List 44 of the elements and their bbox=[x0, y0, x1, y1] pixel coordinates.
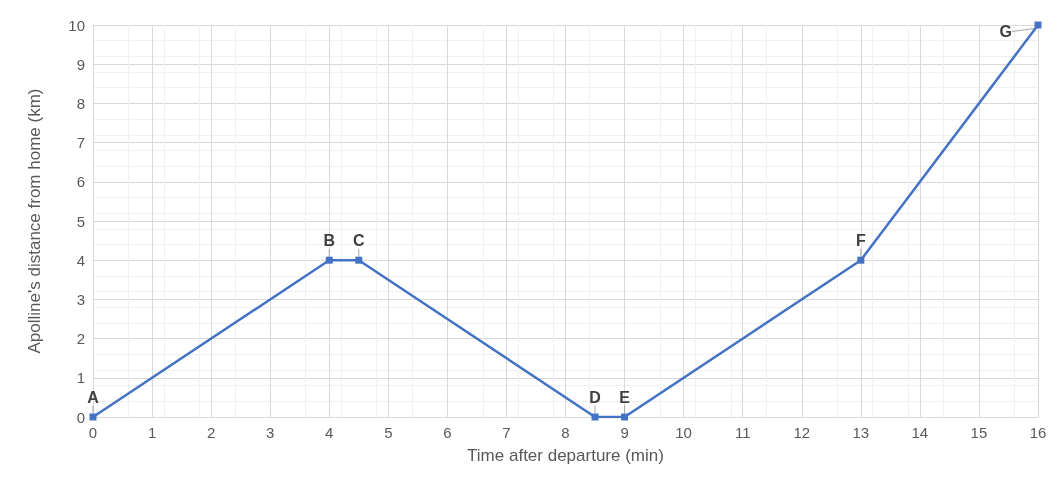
x-tick-label: 0 bbox=[88, 424, 98, 441]
y-tick-label: 8 bbox=[76, 94, 85, 112]
x-tick-label: 2 bbox=[206, 424, 216, 441]
x-tick-label: 11 bbox=[734, 424, 751, 441]
y-tick-label: 10 bbox=[68, 16, 85, 34]
x-tick-label: 14 bbox=[911, 424, 929, 441]
annotation: C bbox=[353, 232, 365, 250]
annotation: G bbox=[999, 23, 1012, 40]
y-tick-label: 6 bbox=[76, 173, 85, 191]
annotation: F bbox=[855, 232, 866, 250]
x-tick-label: 12 bbox=[793, 424, 811, 441]
annotation: B bbox=[323, 232, 336, 250]
x-tick-label: 6 bbox=[443, 424, 452, 441]
y-tick-label: 4 bbox=[76, 251, 85, 269]
point bbox=[857, 256, 865, 264]
annotation: A bbox=[87, 389, 100, 406]
x-tick-label: 9 bbox=[620, 424, 629, 441]
y-tick-label: 2 bbox=[76, 330, 85, 348]
point bbox=[89, 413, 97, 421]
x-axis-title: Time after departure (min) bbox=[467, 446, 664, 465]
point bbox=[1034, 21, 1042, 29]
point bbox=[591, 413, 599, 421]
x-tick-label: 8 bbox=[561, 424, 570, 441]
point bbox=[621, 413, 629, 421]
x-tick-label: 13 bbox=[852, 424, 870, 441]
y-tick-label: 7 bbox=[76, 134, 85, 152]
point bbox=[355, 256, 363, 264]
y-tick-label: 1 bbox=[76, 369, 85, 387]
annotation: D bbox=[589, 389, 601, 406]
x-tick-label: 15 bbox=[970, 424, 988, 441]
x-tick-label: 1 bbox=[147, 424, 157, 441]
annotation: E bbox=[619, 389, 631, 406]
x-tick-label: 10 bbox=[675, 424, 692, 441]
y-tick-label: 5 bbox=[76, 212, 85, 230]
point bbox=[325, 256, 333, 264]
y-axis-title: Apolline's distance from home (km) bbox=[25, 88, 44, 354]
y-tick-label: 9 bbox=[76, 55, 85, 73]
x-tick-label: 4 bbox=[325, 424, 334, 441]
y-tick-label: 0 bbox=[76, 408, 85, 426]
x-tick-label: 3 bbox=[266, 424, 275, 441]
x-tick-label: 16 bbox=[1029, 424, 1047, 441]
x-tick-label: 7 bbox=[502, 424, 511, 441]
x-tick-label: 5 bbox=[384, 424, 393, 441]
y-tick-label: 3 bbox=[76, 290, 85, 308]
